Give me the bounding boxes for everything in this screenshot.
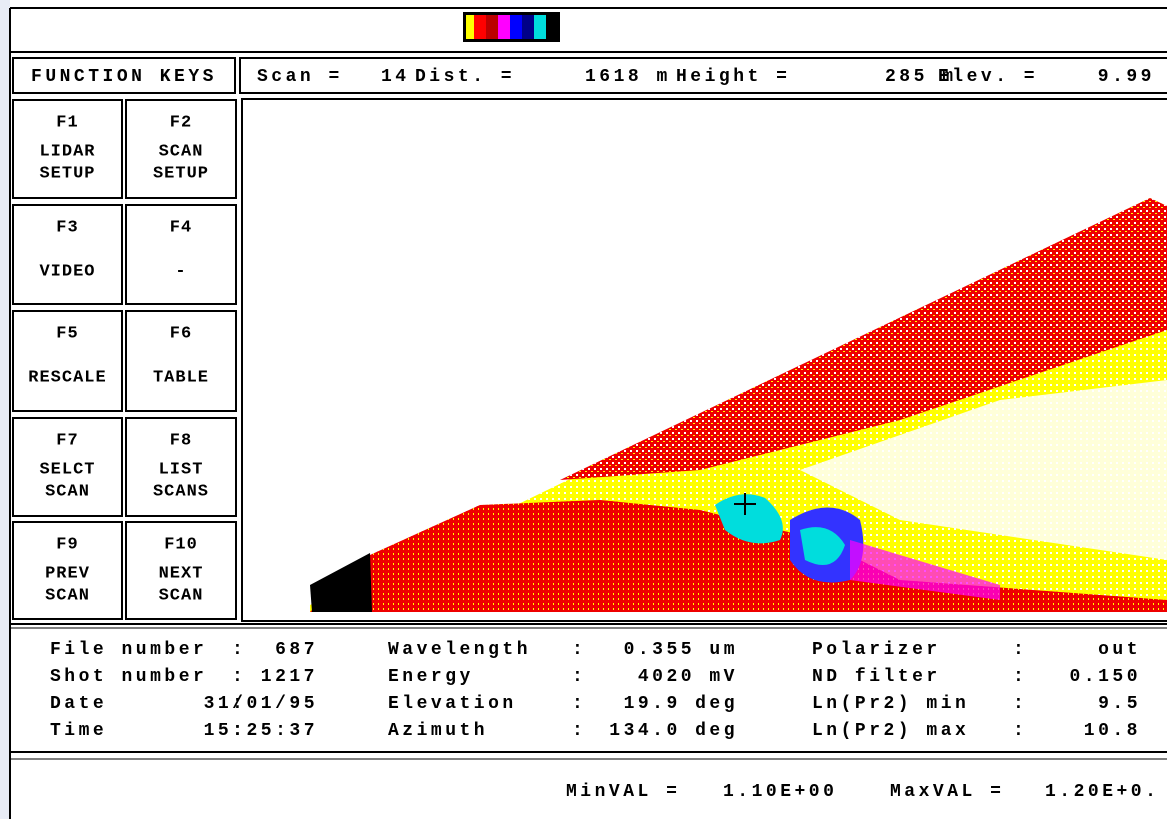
- status-label: Dist. =: [415, 67, 515, 87]
- key-label: SCAN: [45, 586, 90, 605]
- key-label: SETUP: [39, 164, 95, 183]
- info-value: 0.150: [1069, 667, 1141, 687]
- left-strip: [0, 0, 10, 819]
- key-label: SCAN: [159, 142, 204, 161]
- lidar-scan-image: [310, 198, 1167, 612]
- key-label: SETUP: [153, 164, 209, 183]
- info-value: 4020 mV: [638, 667, 738, 687]
- status-label: Elev. =: [938, 67, 1038, 87]
- info-label: ND filter: [812, 667, 941, 687]
- info-label: Wavelength: [388, 640, 531, 660]
- info-value: 10.8: [1084, 721, 1141, 741]
- key-label: NEXT: [159, 564, 204, 583]
- key-name: F6: [170, 324, 192, 343]
- key-name: F8: [170, 431, 192, 450]
- info-separator: :: [1013, 667, 1027, 687]
- key-label: SELCT: [39, 460, 95, 479]
- status-value: 14: [381, 67, 410, 87]
- info-value: 15:25:37: [204, 721, 318, 741]
- scale-value: 1.20E+0.: [1045, 782, 1159, 802]
- info-label: Date: [50, 694, 107, 714]
- info-separator: :: [572, 640, 586, 660]
- info-separator: :: [1013, 640, 1027, 660]
- key-label: -: [175, 262, 186, 281]
- key-label: PREV: [45, 564, 90, 583]
- info-label: Ln(Pr2) min: [812, 694, 969, 714]
- info-value: out: [1098, 640, 1141, 660]
- info-value: 9.5: [1098, 694, 1141, 714]
- info-label: Polarizer: [812, 640, 941, 660]
- info-separator: :: [572, 667, 586, 687]
- key-label: SCAN: [45, 482, 90, 501]
- status-value: 9.99: [1098, 67, 1155, 87]
- function-keys-title: FUNCTION KEYS: [31, 67, 217, 87]
- info-label: Energy: [388, 667, 474, 687]
- info-value: 31/01/95: [204, 694, 318, 714]
- info-label: Shot number: [50, 667, 207, 687]
- info-label: File number: [50, 640, 207, 660]
- scale-label: MinVAL =: [566, 782, 680, 802]
- info-value: 0.355 um: [624, 640, 738, 660]
- key-label: SCAN: [159, 586, 204, 605]
- status-label: Scan =: [257, 67, 343, 87]
- scale-label: MaxVAL =: [890, 782, 1004, 802]
- info-separator: :: [232, 667, 246, 687]
- info-separator: :: [572, 694, 586, 714]
- info-separator: :: [1013, 721, 1027, 741]
- scale-value: 1.10E+00: [723, 782, 837, 802]
- color-bar: [463, 12, 560, 42]
- key-label: RESCALE: [28, 368, 106, 387]
- info-separator: :: [1013, 694, 1027, 714]
- status-label: Height =: [676, 67, 790, 87]
- status-value: 1618 m: [585, 67, 671, 87]
- key-label: LIDAR: [39, 142, 95, 161]
- info-separator: :: [232, 640, 246, 660]
- key-label: TABLE: [153, 368, 209, 387]
- screen: FUNCTION KEYS F1 LIDAR SETUP F2 SCAN SETUP F3 V…: [0, 0, 1167, 819]
- info-label: Ln(Pr2) max: [812, 721, 969, 741]
- info-value: 19.9 deg: [624, 694, 738, 714]
- key-name: F9: [56, 535, 78, 554]
- info-label: Elevation: [388, 694, 517, 714]
- info-value: 134.0 deg: [609, 721, 738, 741]
- key-label: LIST: [159, 460, 204, 479]
- key-name: F10: [164, 535, 198, 554]
- info-separator: :: [572, 721, 586, 741]
- key-label: SCANS: [153, 482, 209, 501]
- info-value: 1217: [261, 667, 318, 687]
- key-name: F2: [170, 113, 192, 132]
- info-label: Time: [50, 721, 107, 741]
- info-value: 687: [275, 640, 318, 660]
- key-name: F1: [56, 113, 78, 132]
- key-name: F7: [56, 431, 78, 450]
- key-name: F3: [56, 218, 78, 237]
- key-name: F5: [56, 324, 78, 343]
- info-label: Azimuth: [388, 721, 488, 741]
- key-name: F4: [170, 218, 192, 237]
- key-label: VIDEO: [39, 262, 95, 281]
